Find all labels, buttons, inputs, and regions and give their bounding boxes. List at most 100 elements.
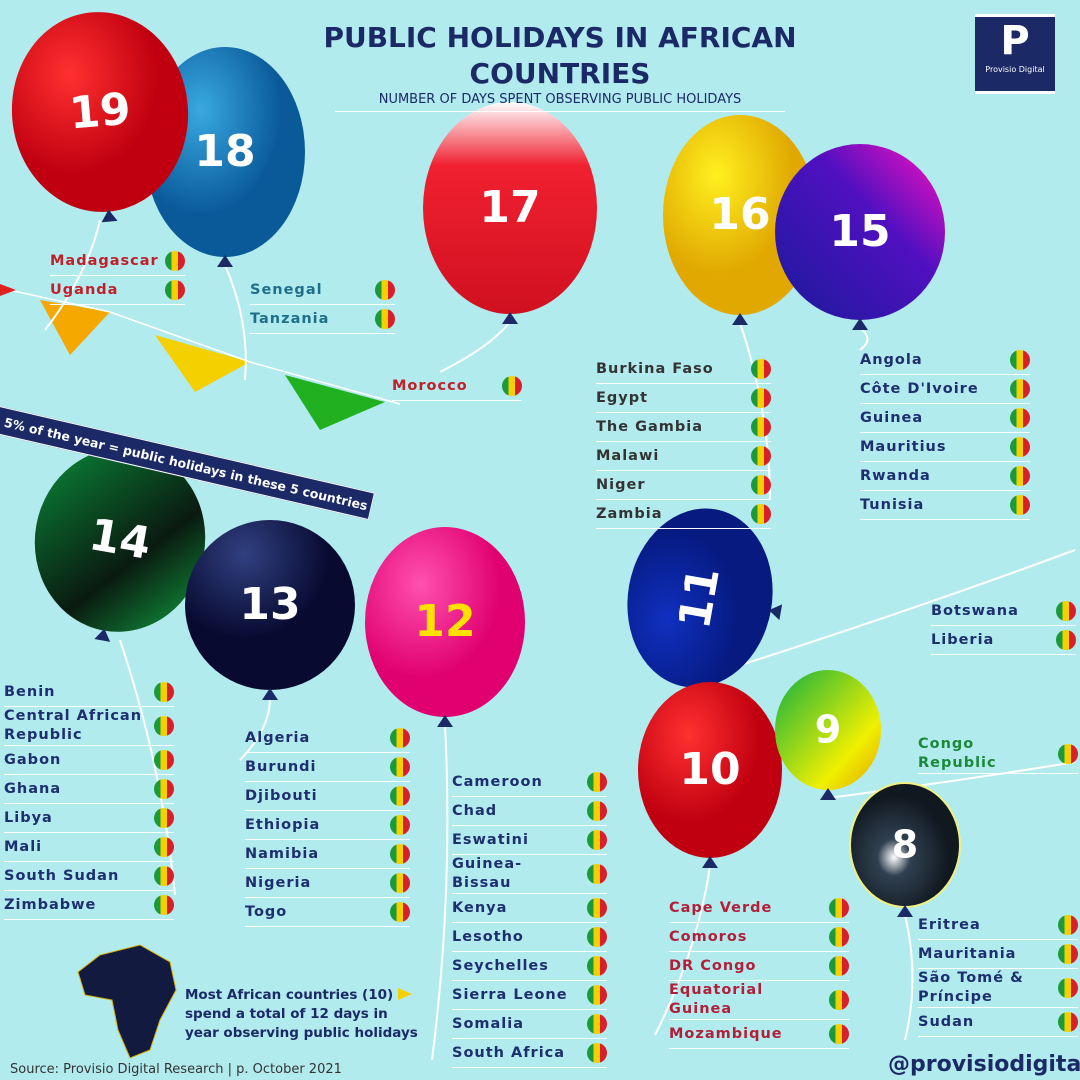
balloon-knot — [702, 856, 718, 868]
flag — [154, 866, 174, 886]
bunting — [0, 284, 16, 296]
country-name: Senegal — [250, 281, 323, 298]
country-name: Zambia — [596, 505, 663, 522]
country-row: Lesotho — [452, 923, 607, 952]
flag — [154, 750, 174, 770]
country-name: DR Congo — [669, 957, 757, 974]
balloon-string — [119, 639, 176, 896]
flag — [829, 990, 849, 1010]
balloon-knot — [732, 313, 748, 325]
flag — [154, 682, 174, 702]
flag — [165, 251, 185, 271]
country-row: Niger — [596, 471, 771, 500]
country-name: Guinea — [860, 409, 924, 426]
flag — [390, 728, 410, 748]
country-list: Congo Republic — [918, 735, 1078, 774]
country-name: The Gambia — [596, 418, 704, 435]
country-name: Ethiopia — [245, 816, 321, 833]
handle: @provisiodigital — [888, 1052, 1080, 1077]
country-name: Tanzania — [250, 310, 330, 327]
flag — [587, 1014, 607, 1034]
flag — [829, 898, 849, 918]
flag — [1058, 915, 1078, 935]
country-name: Sierra Leone — [452, 986, 568, 1003]
country-row: Côte D'Ivoire — [860, 375, 1030, 404]
country-row: Guinea — [860, 404, 1030, 433]
country-name: Togo — [245, 903, 288, 920]
balloon-knot — [897, 905, 913, 917]
country-name: Congo Republic — [918, 736, 997, 771]
days-label: 12 — [414, 596, 475, 647]
country-row: Somalia — [452, 1010, 607, 1039]
country-name: South Sudan — [4, 867, 120, 884]
country-name: Djibouti — [245, 787, 318, 804]
flag — [587, 985, 607, 1005]
days-label: 17 — [479, 182, 540, 233]
flag — [390, 873, 410, 893]
balloon: 16 — [663, 115, 817, 325]
flag — [1010, 350, 1030, 370]
country-row: Mozambique — [669, 1020, 849, 1049]
country-name: Cape Verde — [669, 899, 773, 916]
country-name: Mauritania — [918, 945, 1017, 962]
country-name: Liberia — [931, 631, 995, 648]
flag — [154, 808, 174, 828]
country-row: Mauritania — [918, 940, 1078, 969]
balloon-string — [827, 761, 1076, 799]
flag — [1010, 437, 1030, 457]
country-row: Kenya — [452, 894, 607, 923]
country-row: Zimbabwe — [4, 891, 174, 920]
balloon: 9 — [775, 670, 881, 800]
country-row: Algeria — [245, 724, 410, 753]
balloon: 13 — [185, 520, 355, 700]
country-name: Angola — [860, 351, 923, 368]
country-row: São Tomé & Príncipe — [918, 969, 1078, 1008]
country-name: Mozambique — [669, 1025, 783, 1042]
country-row: Ethiopia — [245, 811, 410, 840]
flag — [751, 388, 771, 408]
country-row: Eswatini — [452, 826, 607, 855]
balloon: 15 — [775, 144, 945, 330]
country-row: Uganda — [50, 276, 185, 305]
flag — [587, 1043, 607, 1063]
flag — [375, 280, 395, 300]
logo-mark: P — [1000, 18, 1030, 64]
pointer — [398, 988, 412, 1000]
flag — [751, 504, 771, 524]
country-row: Tunisia — [860, 491, 1030, 520]
country-row: Mauritius — [860, 433, 1030, 462]
balloon-knot — [768, 604, 783, 621]
balloon-knot — [262, 688, 278, 700]
country-name: Chad — [452, 802, 498, 819]
country-row: Cameroon — [452, 768, 607, 797]
country-row: Senegal — [250, 276, 395, 305]
balloon-body — [365, 527, 525, 717]
days-label: 16 — [709, 189, 770, 240]
country-row: Libya — [4, 804, 174, 833]
flag — [390, 815, 410, 835]
flag — [1010, 466, 1030, 486]
country-name: Morocco — [392, 377, 468, 394]
flag — [390, 902, 410, 922]
balloon: 19 — [11, 12, 189, 223]
bunting — [40, 300, 110, 355]
country-name: South Africa — [452, 1044, 566, 1061]
country-row: Nigeria — [245, 869, 410, 898]
country-list: Eritrea Mauritania São Tomé & Príncipe Suda… — [918, 911, 1078, 1037]
country-name: Mauritius — [860, 438, 947, 455]
balloon-string — [654, 865, 711, 1036]
country-row: The Gambia — [596, 413, 771, 442]
country-row: Malawi — [596, 442, 771, 471]
country-name: Benin — [4, 683, 56, 700]
balloon-body — [775, 670, 881, 790]
flag — [1010, 495, 1030, 515]
balloon-body — [638, 682, 782, 858]
days-label: 8 — [892, 823, 918, 867]
flag — [1058, 744, 1078, 764]
balloon-string — [439, 321, 511, 373]
country-list: Cape Verde Comoros DR Congo Equatorial Guin… — [669, 894, 849, 1049]
flag — [829, 1024, 849, 1044]
balloon-knot — [820, 788, 836, 800]
flag — [390, 757, 410, 777]
note: Most African countries (10) spend a tota… — [185, 987, 418, 1041]
